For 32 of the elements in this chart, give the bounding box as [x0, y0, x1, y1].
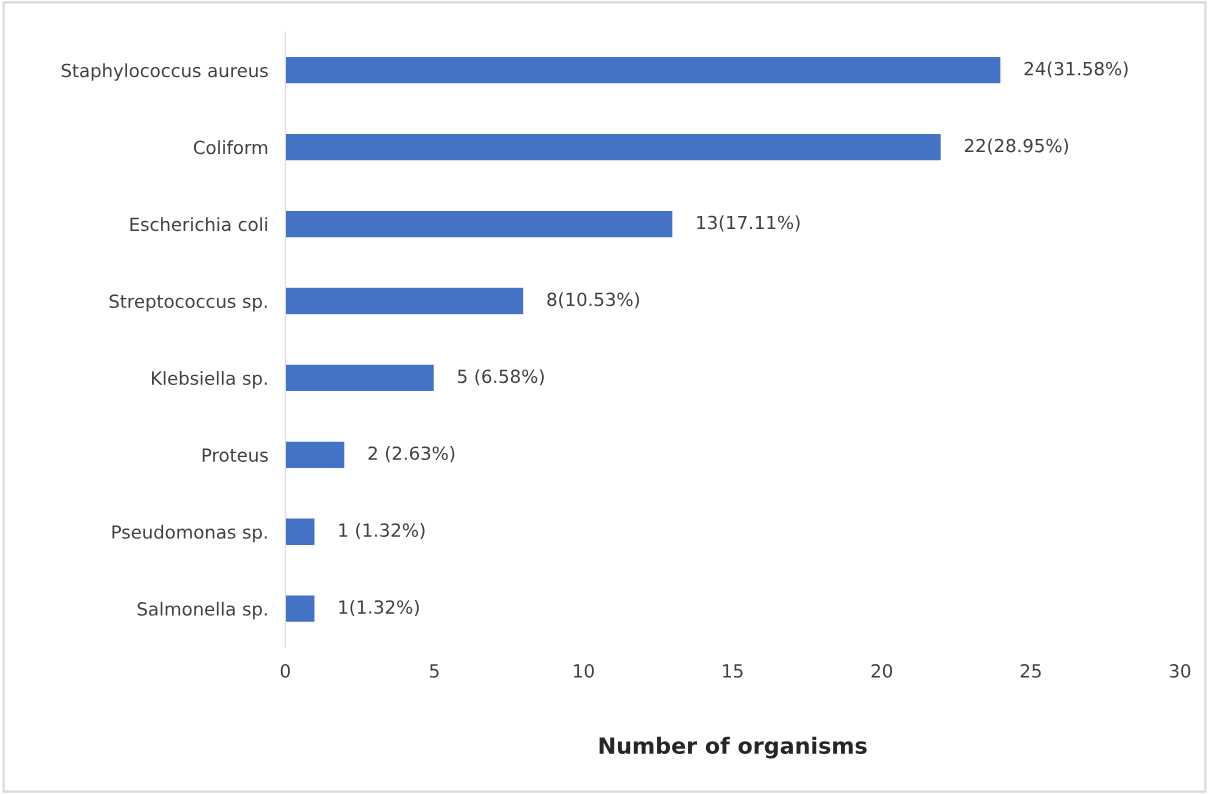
x-tick-label: 30	[1169, 664, 1191, 678]
bar	[285, 363, 436, 393]
y-tick-label: Proteus	[202, 448, 268, 462]
data-label: 13(17.11%)	[697, 215, 800, 232]
bar	[285, 286, 525, 316]
x-tick-label: 20	[871, 664, 893, 678]
bar	[285, 594, 316, 624]
bar	[285, 132, 943, 162]
y-tick-label: Pseudomonas sp.	[112, 524, 267, 543]
bar	[285, 440, 346, 470]
bar	[285, 209, 674, 239]
y-tick-label: Coliform	[193, 140, 268, 155]
data-label: 22(28.95%)	[964, 138, 1068, 155]
x-tick-label: 15	[723, 664, 743, 678]
x-tick-label: 10	[574, 664, 594, 678]
data-label: 1(1.32%)	[339, 599, 419, 617]
x-axis-title: Number of organisms	[599, 736, 867, 759]
x-tick-label: 0	[280, 664, 290, 678]
data-label: 5 (6.58%)	[458, 369, 544, 386]
y-tick-label: Escherichia coli	[130, 217, 267, 232]
data-label: 24(31.58%)	[1024, 61, 1128, 78]
bar	[285, 55, 1002, 85]
data-label: 8(10.53%)	[547, 292, 639, 309]
data-label: 1 (1.32%)	[339, 523, 425, 540]
y-tick-label: Klebsiella sp.	[152, 371, 267, 389]
data-label: 2 (2.63%)	[368, 446, 455, 463]
y-tick-label: Salmonella sp.	[137, 601, 267, 620]
y-tick-label: Staphylococcus aureus	[61, 63, 268, 81]
y-tick-label: Streptococcus sp.	[109, 294, 267, 312]
x-tick-label: 25	[1020, 664, 1041, 678]
x-tick-label: 5	[430, 664, 439, 678]
bar	[285, 517, 316, 547]
